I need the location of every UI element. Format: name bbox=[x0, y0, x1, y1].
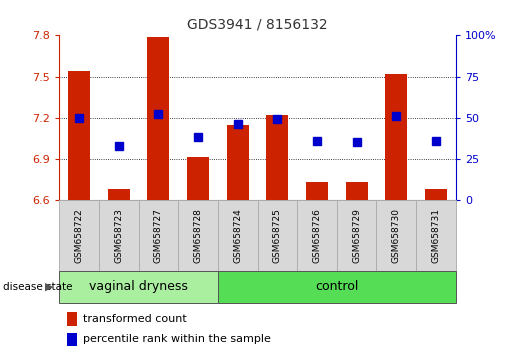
Bar bbox=[297, 200, 337, 271]
Bar bbox=[376, 200, 416, 271]
Bar bbox=[67, 312, 77, 326]
Text: control: control bbox=[315, 280, 358, 293]
Bar bbox=[187, 158, 209, 200]
Text: GSM658722: GSM658722 bbox=[75, 208, 83, 263]
Bar bbox=[147, 37, 169, 200]
Bar bbox=[139, 200, 178, 271]
Text: GSM658730: GSM658730 bbox=[392, 208, 401, 263]
Bar bbox=[346, 182, 368, 200]
Bar bbox=[218, 200, 258, 271]
Title: GDS3941 / 8156132: GDS3941 / 8156132 bbox=[187, 17, 328, 32]
Text: GSM658729: GSM658729 bbox=[352, 208, 361, 263]
Text: GSM658726: GSM658726 bbox=[313, 208, 321, 263]
Bar bbox=[416, 200, 456, 271]
Text: GSM658724: GSM658724 bbox=[233, 208, 242, 263]
Bar bbox=[59, 200, 99, 271]
Text: GSM658727: GSM658727 bbox=[154, 208, 163, 263]
Bar bbox=[99, 200, 139, 271]
Bar bbox=[218, 271, 456, 303]
Text: vaginal dryness: vaginal dryness bbox=[89, 280, 188, 293]
Bar bbox=[258, 200, 297, 271]
Text: GSM658728: GSM658728 bbox=[194, 208, 202, 263]
Text: ▶: ▶ bbox=[45, 282, 54, 292]
Text: disease state: disease state bbox=[3, 282, 72, 292]
Bar bbox=[178, 200, 218, 271]
Text: GSM658725: GSM658725 bbox=[273, 208, 282, 263]
Bar bbox=[108, 189, 130, 200]
Bar bbox=[385, 74, 407, 200]
Bar bbox=[68, 71, 90, 200]
Bar bbox=[227, 125, 249, 200]
Bar bbox=[306, 182, 328, 200]
Bar bbox=[266, 115, 288, 200]
Bar bbox=[425, 189, 447, 200]
Text: GSM658723: GSM658723 bbox=[114, 208, 123, 263]
Bar bbox=[67, 333, 77, 346]
Bar bbox=[337, 200, 376, 271]
Text: percentile rank within the sample: percentile rank within the sample bbox=[83, 335, 271, 344]
Text: transformed count: transformed count bbox=[83, 314, 187, 324]
Bar bbox=[59, 271, 218, 303]
Text: GSM658731: GSM658731 bbox=[432, 208, 440, 263]
